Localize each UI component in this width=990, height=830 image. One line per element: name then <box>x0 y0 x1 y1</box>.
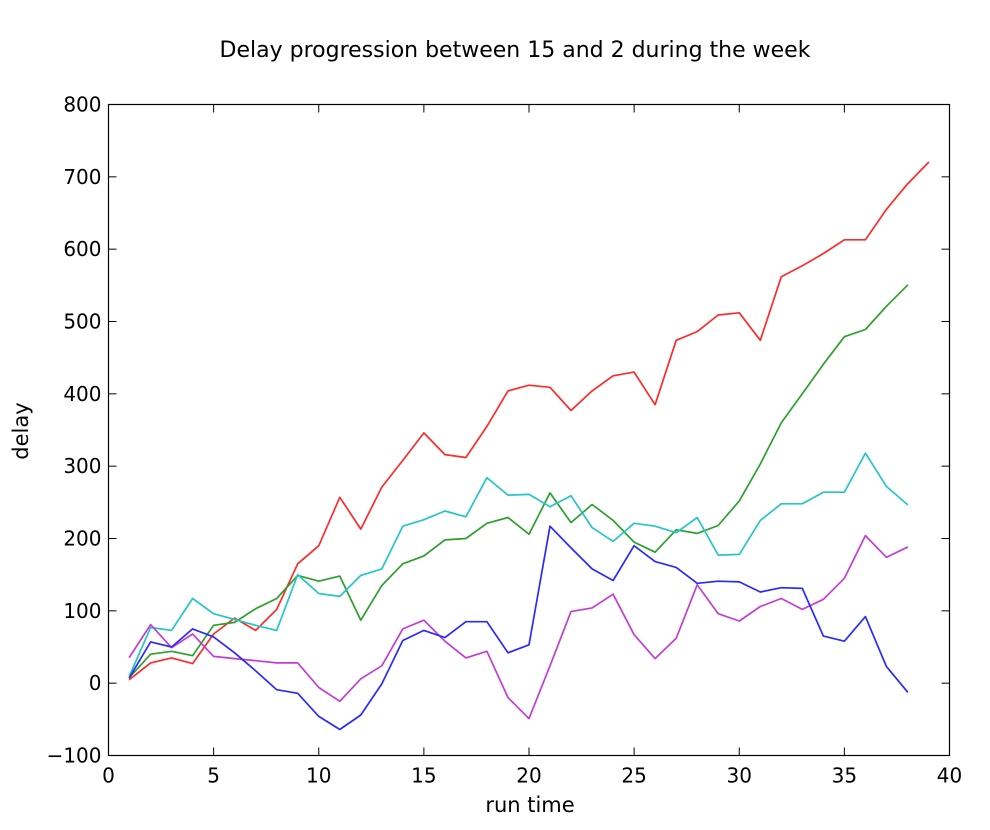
y-tick-label: 600 <box>63 237 101 261</box>
y-tick-label: 800 <box>63 93 101 117</box>
x-tick-label: 20 <box>516 764 541 788</box>
y-tick-label: 0 <box>89 671 102 695</box>
series-layer <box>128 161 930 731</box>
axis-ticks: 0 5 10 15 20 25 30 35 40−10001002003004005006007… <box>47 93 963 788</box>
x-tick-label: 0 <box>102 764 115 788</box>
x-tick-label: 5 <box>207 764 220 788</box>
y-tick-label: 300 <box>63 454 101 478</box>
series-line-1 <box>128 161 930 681</box>
x-tick-label: 30 <box>727 764 752 788</box>
x-tick-label: 35 <box>832 764 857 788</box>
y-axis-label: delay <box>9 402 33 459</box>
plot-frame <box>107 103 951 757</box>
series-line-3 <box>128 452 909 677</box>
y-tick-label: 200 <box>63 527 101 551</box>
x-tick-label: 25 <box>621 764 646 788</box>
y-tick-label: 400 <box>63 382 101 406</box>
x-tick-label: 15 <box>411 764 436 788</box>
y-tick-label: 100 <box>63 599 101 623</box>
series-line-2 <box>128 284 909 679</box>
y-tick-label: −100 <box>47 744 102 768</box>
x-axis-label: run time <box>485 793 574 817</box>
series-line-5 <box>128 525 909 731</box>
y-tick-label: 500 <box>63 310 101 334</box>
x-tick-label: 40 <box>937 764 962 788</box>
y-tick-label: 700 <box>63 165 101 189</box>
series-line-4 <box>128 534 909 720</box>
x-tick-label: 10 <box>306 764 331 788</box>
chart-title: Delay progression between 15 and 2 durin… <box>220 38 811 63</box>
